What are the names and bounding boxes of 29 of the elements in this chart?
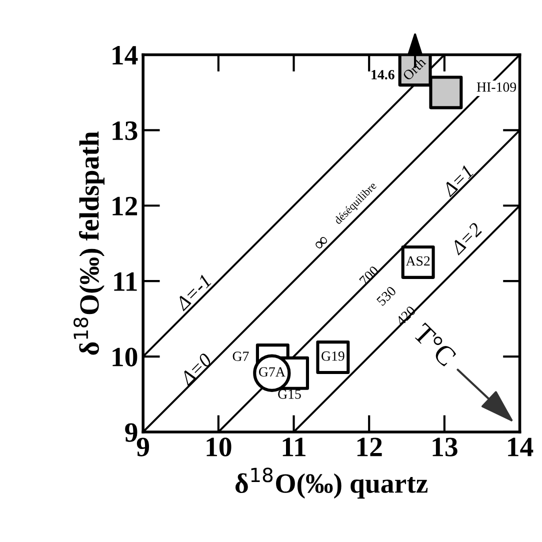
y-tick-label: 13	[112, 121, 138, 140]
annotation: HI-109	[476, 82, 516, 92]
y-axis-title: δ$^{18}$O(‰) feldspath	[74, 132, 104, 355]
annotation: Δ=2	[449, 222, 483, 256]
annotation: 530	[376, 286, 397, 306]
y-tick-label: 10	[112, 348, 138, 366]
annotation: 14.6	[372, 70, 394, 80]
annotation: G15	[278, 389, 301, 399]
annotation: AS2	[406, 256, 430, 266]
annotation: ∞	[314, 236, 328, 250]
annotation: T°C	[412, 322, 457, 368]
annotation: G7	[232, 352, 249, 361]
y-tick-label: 9	[125, 423, 138, 442]
point	[429, 76, 463, 110]
y-tick-label: 14	[112, 46, 138, 64]
x-tick-label: 13	[432, 438, 458, 456]
x-tick-label: 14	[508, 438, 534, 456]
annotation: G7A	[258, 367, 286, 377]
x-tick-label: 12	[357, 438, 382, 456]
x-axis-title: δ$^{18}$O(‰) quartz	[236, 468, 428, 499]
x-tick-label: 11	[282, 438, 306, 456]
x-tick-label: 10	[206, 438, 232, 456]
annotation: Δ=0	[178, 352, 213, 386]
y-tick-label: 12	[112, 196, 138, 216]
annotation: G19	[322, 351, 344, 361]
x-tick-label: 9	[136, 438, 150, 456]
annotation: Orth	[402, 56, 426, 81]
annotation: Δ=1	[441, 165, 474, 198]
y-tick-label: 11	[114, 272, 137, 291]
